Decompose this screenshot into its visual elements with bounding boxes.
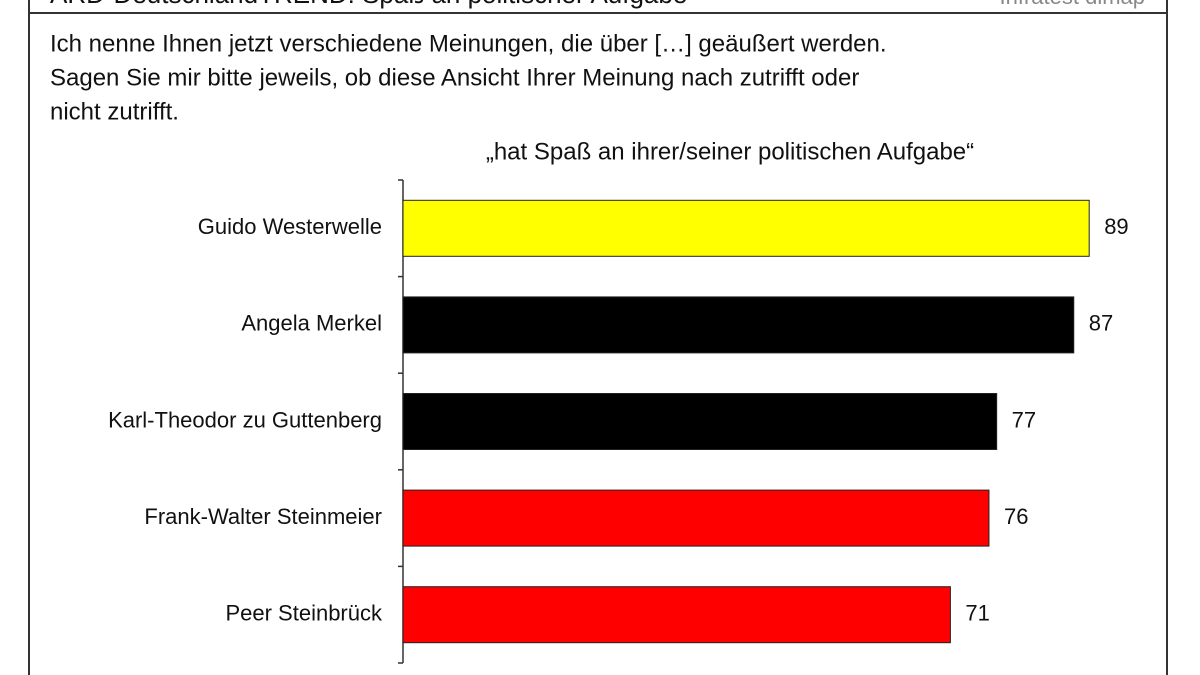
question-line: Sagen Sie mir bitte jeweils, ob diese An…: [50, 64, 859, 91]
value-label: 71: [965, 601, 989, 626]
value-label: 77: [1012, 407, 1036, 432]
value-label: 89: [1104, 214, 1128, 239]
question-line: Ich nenne Ihnen jetzt verschiedene Meinu…: [50, 30, 887, 57]
bar: [402, 586, 951, 644]
value-label: 87: [1089, 311, 1113, 336]
question-line: nicht zutrifft.: [50, 98, 179, 125]
bar: [402, 199, 1090, 257]
source: Infratest dimap: [999, 0, 1145, 9]
category-label: Peer Steinbrück: [225, 601, 383, 626]
bar: [402, 296, 1075, 354]
category-label: Guido Westerwelle: [198, 214, 382, 239]
category-label: Angela Merkel: [241, 311, 382, 336]
chart-subtitle: „hat Spaß an ihrer/seiner politischen Au…: [486, 138, 974, 165]
bar: [402, 393, 998, 450]
bar: [402, 489, 990, 547]
category-label: Karl-Theodor zu Guttenberg: [108, 407, 382, 432]
category-label: Frank-Walter Steinmeier: [144, 504, 382, 529]
chart-title: ARD-DeutschlandTREND: Spaß an politische…: [50, 0, 687, 9]
value-label: 76: [1004, 504, 1028, 529]
